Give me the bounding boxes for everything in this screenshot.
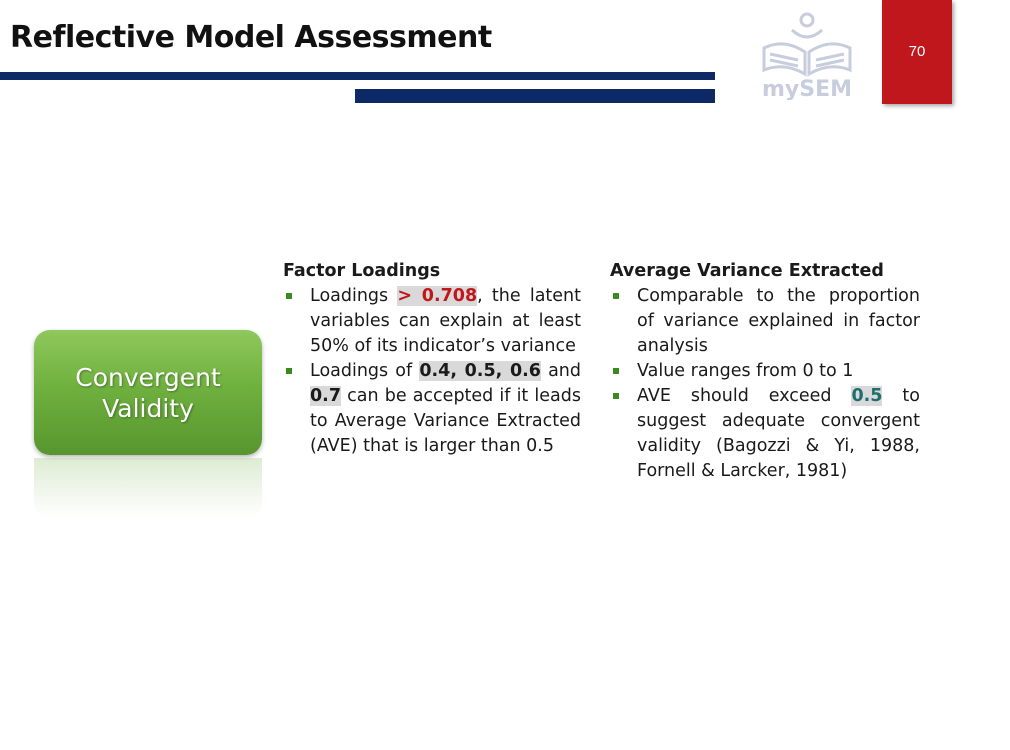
page-number: 70 xyxy=(908,43,926,60)
factor-loadings-heading: Factor Loadings xyxy=(283,261,441,281)
list-item: Value ranges from 0 to 1 xyxy=(610,359,920,384)
convergent-validity-label: Convergent Validity xyxy=(75,362,221,423)
ave-threshold: 0.5 xyxy=(851,386,883,406)
loading-values: 0.4, 0.5, 0.6 xyxy=(419,361,541,381)
list-item: AVE should exceed 0.5 to suggest adequat… xyxy=(610,384,920,484)
page-number-box: 70 xyxy=(882,0,952,104)
button-reflection: Validity xyxy=(34,458,262,518)
ave-list: Comparable to the proportion of variance… xyxy=(610,284,920,484)
list-item: Loadings > 0.708, the latent variables c… xyxy=(283,284,581,359)
ave-column: Average Variance Extracted Comparable to… xyxy=(610,259,920,484)
header-bar-top xyxy=(0,72,715,80)
loading-value: 0.7 xyxy=(310,386,342,406)
slide-title: Reflective Model Assessment xyxy=(10,20,492,55)
header-bar-bottom xyxy=(355,89,715,103)
factor-loadings-list: Loadings > 0.708, the latent variables c… xyxy=(283,284,581,459)
convergent-validity-button[interactable]: Convergent Validity xyxy=(34,330,262,455)
list-item: Loadings of 0.4, 0.5, 0.6 and 0.7 can be… xyxy=(283,359,581,459)
factor-loadings-column: Factor Loadings Loadings > 0.708, the la… xyxy=(283,259,581,459)
list-item: Comparable to the proportion of variance… xyxy=(610,284,920,359)
mysem-logo: mySEM xyxy=(762,12,852,100)
ave-heading: Average Variance Extracted xyxy=(610,261,884,281)
loading-threshold: > 0.708 xyxy=(397,286,478,306)
logo-text: mySEM xyxy=(762,77,852,100)
